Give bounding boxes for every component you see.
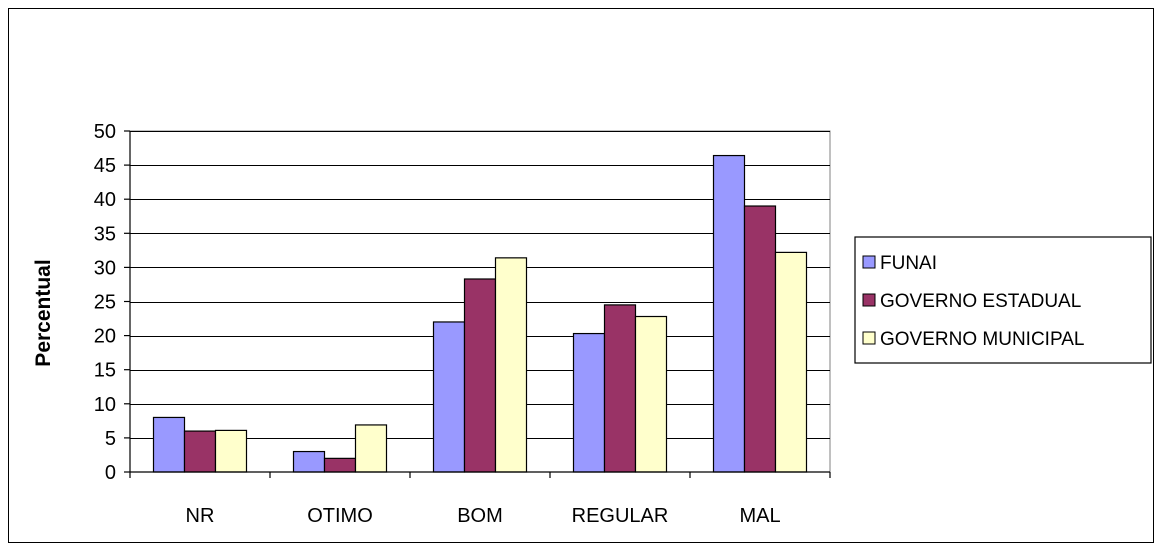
- bar: [152, 416, 186, 473]
- legend-label: GOVERNO MUNICIPAL: [880, 329, 1084, 350]
- bar: [743, 205, 777, 473]
- bar: [463, 278, 497, 473]
- bar: [292, 450, 326, 473]
- bar: [354, 424, 388, 473]
- bar: [432, 321, 466, 473]
- bar: [183, 430, 217, 473]
- y-tick-label: 25: [94, 292, 116, 314]
- y-tick-label: 0: [105, 462, 116, 484]
- y-tick-label: 5: [105, 428, 116, 450]
- legend: FUNAI GOVERNO ESTADUAL GOVERNO MUNICIPAL: [854, 236, 1152, 364]
- x-category-label: OTIMO: [307, 505, 373, 527]
- axes: [124, 130, 831, 478]
- y-tick-label: 10: [94, 394, 116, 416]
- y-axis-title: Percentual: [32, 259, 55, 366]
- y-tick-label: 30: [94, 257, 116, 279]
- bar: [214, 429, 248, 473]
- x-category-label: REGULAR: [572, 505, 669, 527]
- legend-label: FUNAI: [880, 253, 937, 274]
- y-tick-label: 20: [94, 326, 116, 348]
- bar: [774, 251, 808, 473]
- bar: [323, 457, 357, 473]
- y-tick-label: 15: [94, 360, 116, 382]
- y-tick-label: 50: [94, 121, 116, 143]
- legend-swatch: [862, 331, 876, 345]
- y-tick-label: 40: [94, 189, 116, 211]
- bar: [603, 304, 637, 473]
- x-category-label: MAL: [739, 505, 780, 527]
- bar: [572, 332, 606, 473]
- y-tick-labels: 0 5 10 15 20 25 30 35 40 45 50: [94, 121, 116, 484]
- x-category-label: NR: [186, 505, 215, 527]
- bar: [712, 154, 746, 473]
- x-category-label: BOM: [457, 505, 503, 527]
- y-tick-label: 35: [94, 223, 116, 245]
- bar: [494, 257, 528, 473]
- legend-swatch: [862, 293, 876, 307]
- y-tick-label: 45: [94, 155, 116, 177]
- legend-label: GOVERNO ESTADUAL: [880, 291, 1081, 312]
- legend-swatch: [862, 255, 876, 269]
- legend-box: [854, 236, 1152, 364]
- bar: [634, 315, 668, 473]
- x-tick-labels: NR OTIMO BOM REGULAR MAL: [186, 505, 781, 527]
